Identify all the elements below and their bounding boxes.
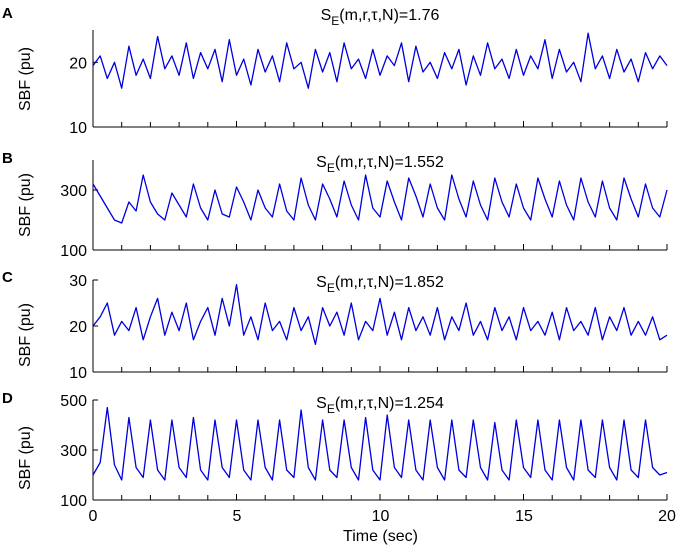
series-line xyxy=(92,406,668,481)
y-tick-label: 10 xyxy=(69,120,87,137)
x-tick-label: 15 xyxy=(515,508,533,525)
panel-a-title-s: S xyxy=(321,7,332,24)
y-tick-label: 300 xyxy=(60,443,87,460)
panel-c-title-s: S xyxy=(316,274,327,291)
y-tick-label: 20 xyxy=(69,319,87,336)
panel-a-label: A xyxy=(2,5,13,22)
panel-a-ylabel: SBF (pu) xyxy=(17,47,34,111)
panel-b: B SE(m,r,τ,N)=1.552 SBF (pu) 100 300 xyxy=(2,150,668,260)
panel-b-title-sub: E xyxy=(327,161,335,175)
x-tick-label: 5 xyxy=(233,508,242,525)
panel-d-series xyxy=(92,406,668,481)
panel-c-title: SE(m,r,τ,N)=1.852 xyxy=(316,274,444,295)
y-tick-label: 300 xyxy=(60,183,87,200)
panel-c-ylabel: SBF (pu) xyxy=(17,303,34,367)
panel-d-title: SE(m,r,τ,N)=1.254 xyxy=(316,395,444,416)
panel-c-series xyxy=(92,283,668,346)
y-tick-label: 500 xyxy=(60,393,87,410)
panel-c: C SE(m,r,τ,N)=1.852 SBF (pu) 10 20 30 xyxy=(2,269,668,382)
panel-c-axes xyxy=(92,280,667,373)
panel-b-ylabel: SBF (pu) xyxy=(17,173,34,237)
y-tick-label: 100 xyxy=(60,493,87,510)
x-tick-labels: 0 5 10 15 20 xyxy=(89,508,676,525)
y-tick-label: 10 xyxy=(69,365,87,382)
panel-d-axes xyxy=(92,400,667,501)
panel-d-title-sub: E xyxy=(327,402,335,416)
y-tick-label: 20 xyxy=(69,55,87,72)
panel-a: A SE(m,r,τ,N)=1.76 SBF (pu) 10 20 xyxy=(2,5,668,137)
series-line xyxy=(92,32,668,89)
panel-d-title-rest: (m,r,τ,N)=1.254 xyxy=(335,395,444,412)
panel-b-ticks: 100 300 xyxy=(60,183,668,260)
series-line xyxy=(92,283,668,346)
x-tick-label: 0 xyxy=(89,508,98,525)
panel-d-label: D xyxy=(2,390,13,407)
x-tick-label: 20 xyxy=(658,508,676,525)
y-tick-label: 30 xyxy=(69,273,87,290)
x-axis-label: Time (sec) xyxy=(343,528,418,545)
series-line xyxy=(92,174,668,224)
panel-a-ticks: 10 20 xyxy=(69,55,668,137)
panel-d-ticks: 100 300 500 xyxy=(60,393,668,510)
panel-a-title-sub: E xyxy=(331,14,339,28)
panel-b-title-rest: (m,r,τ,N)=1.552 xyxy=(335,154,444,171)
panel-c-title-rest: (m,r,τ,N)=1.852 xyxy=(335,274,444,291)
x-tick-label: 10 xyxy=(372,508,390,525)
y-tick-label: 100 xyxy=(60,243,87,260)
panel-d-title-s: S xyxy=(316,395,327,412)
panel-b-series xyxy=(92,174,668,224)
panel-d: D SE(m,r,τ,N)=1.254 SBF (pu) 100 300 500 xyxy=(2,390,668,510)
panel-c-title-sub: E xyxy=(327,281,335,295)
panel-b-label: B xyxy=(2,150,13,167)
panel-a-title: SE(m,r,τ,N)=1.76 xyxy=(321,7,440,28)
panel-a-series xyxy=(92,32,668,89)
panel-c-ticks: 10 20 30 xyxy=(69,273,668,382)
panel-b-title: SE(m,r,τ,N)=1.552 xyxy=(316,154,444,175)
panel-d-ylabel: SBF (pu) xyxy=(17,426,34,490)
panel-b-title-s: S xyxy=(316,154,327,171)
panel-a-title-rest: (m,r,τ,N)=1.76 xyxy=(339,7,439,24)
panel-c-label: C xyxy=(2,269,13,286)
